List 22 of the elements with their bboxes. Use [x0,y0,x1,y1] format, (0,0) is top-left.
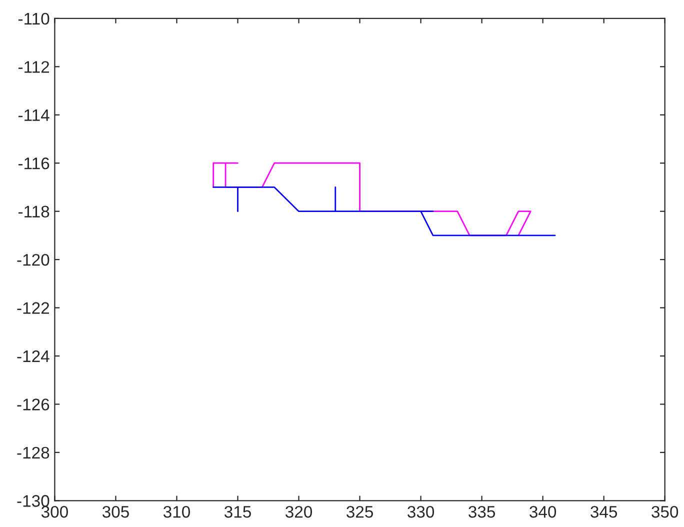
y-tick-label: -124 [17,350,50,362]
y-tick-label: -114 [18,109,50,121]
x-tick-label: 340 [530,506,556,518]
y-tick-label: -116 [18,158,50,170]
y-tick-label: -112 [18,61,50,73]
y-tick-label: -130 [17,495,50,507]
y-tick-label: -120 [17,254,50,266]
x-tick-label: 315 [224,506,251,518]
x-tick-label: 320 [286,506,312,518]
x-tick-label: 305 [102,506,129,518]
x-tick-label: 300 [41,506,68,518]
y-tick-label: -118 [18,206,50,218]
x-tick-label: 350 [652,506,678,518]
y-tick-label: -122 [17,302,50,314]
x-tick-label: 325 [346,506,373,518]
y-tick-label: -126 [17,398,50,410]
x-tick-label: 330 [408,506,434,518]
x-tick-label: 345 [590,506,618,518]
x-tick-label: 335 [468,506,496,518]
y-tick-label: -110 [18,12,50,25]
x-tick-label: 310 [163,506,190,518]
y-tick-label: -128 [17,446,50,459]
